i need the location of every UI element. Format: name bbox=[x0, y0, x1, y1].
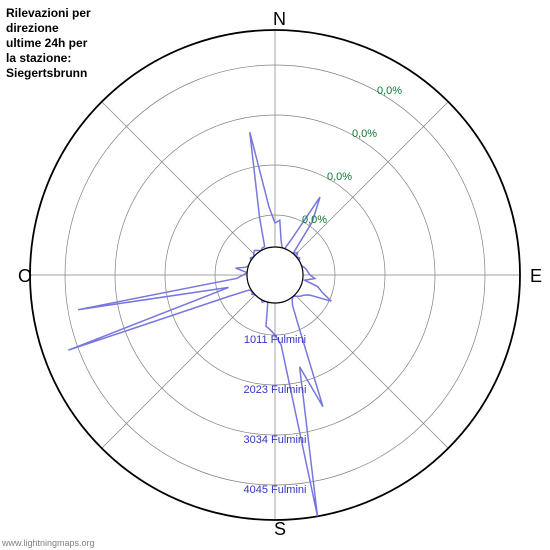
svg-text:0,0%: 0,0% bbox=[352, 128, 377, 140]
svg-text:N: N bbox=[273, 9, 286, 29]
svg-text:3034 Fulmini: 3034 Fulmini bbox=[244, 434, 307, 446]
hub-circle bbox=[247, 247, 303, 303]
svg-text:2023 Fulmini: 2023 Fulmini bbox=[244, 384, 307, 396]
svg-text:S: S bbox=[274, 519, 286, 539]
svg-text:O: O bbox=[18, 266, 32, 286]
svg-text:E: E bbox=[530, 266, 542, 286]
svg-text:4045 Fulmini: 4045 Fulmini bbox=[244, 484, 307, 496]
polar-chart: N E S O 1011 Fulmini 2023 Fulmini 3034 Fulmin… bbox=[0, 0, 550, 550]
credit-text: www.lightningmaps.org bbox=[2, 538, 95, 548]
rose-polygon bbox=[68, 132, 331, 516]
svg-text:0,0%: 0,0% bbox=[377, 85, 402, 97]
svg-text:1011 Fulmini: 1011 Fulmini bbox=[244, 334, 306, 346]
svg-text:0,0%: 0,0% bbox=[302, 214, 327, 226]
svg-text:0,0%: 0,0% bbox=[327, 171, 352, 183]
